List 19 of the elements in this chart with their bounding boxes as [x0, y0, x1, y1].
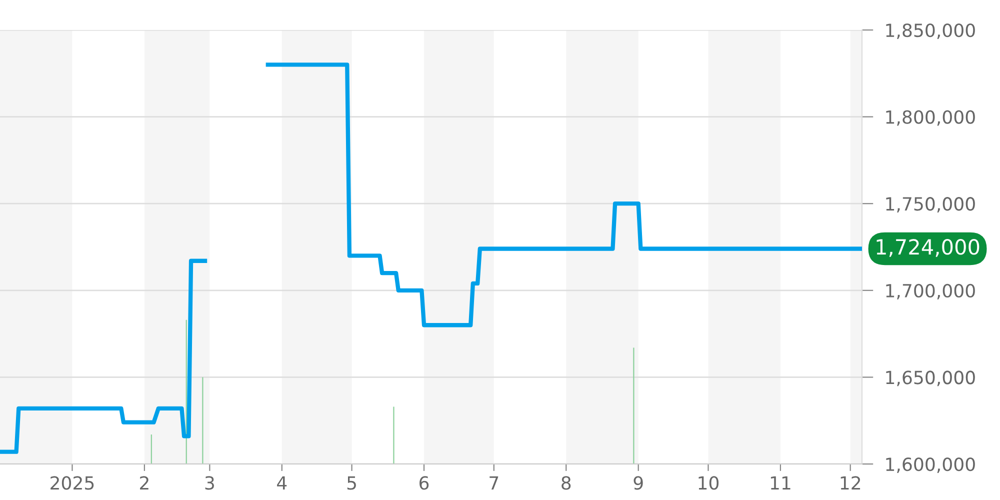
- x-tick-label: 12: [840, 476, 860, 490]
- x-tick-label: 10: [698, 476, 719, 490]
- y-tick-label: 1,600,000: [886, 457, 975, 473]
- x-tick-label: 9: [634, 476, 643, 490]
- x-tick-label: 6: [420, 476, 429, 490]
- x-tick-label: 4: [277, 476, 287, 490]
- y-tick-label: 1,750,000: [886, 197, 975, 213]
- annotation: 1,724,000: [876, 239, 980, 257]
- y-tick-label: 1,800,000: [886, 110, 975, 126]
- x-tick-label: 11: [770, 476, 790, 490]
- x-tick-label: 3: [205, 476, 214, 490]
- x-tick-label: 2025: [50, 476, 94, 490]
- y-tick-label: 1,850,000: [886, 23, 975, 39]
- x-tick-label: 7: [490, 476, 498, 490]
- x-tick-label: 5: [347, 476, 356, 490]
- y-tick-label: 1,700,000: [886, 284, 975, 300]
- x-tick-label: 2: [140, 476, 148, 490]
- y-tick-label: 1,650,000: [886, 370, 975, 386]
- x-tick-label: 8: [562, 476, 571, 490]
